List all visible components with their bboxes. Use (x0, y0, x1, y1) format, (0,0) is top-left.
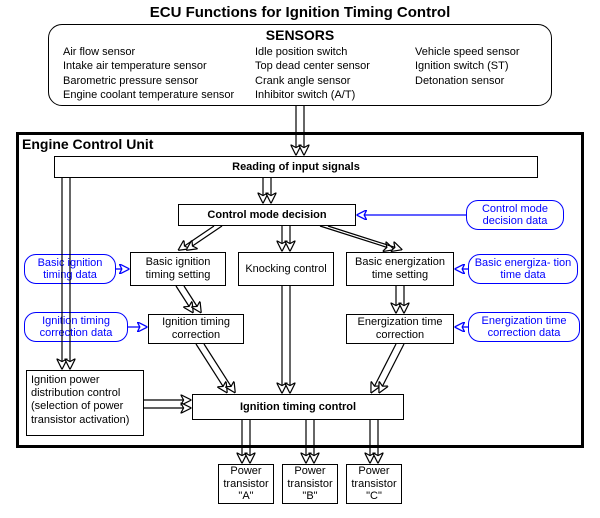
pill-energization-correction-data: Energization time correction data (468, 312, 580, 342)
node-pt-c: Power transistor "C" (346, 464, 402, 504)
node-basic-energization: Basic energization time setting (346, 252, 454, 286)
sensor-item: Detonation sensor (415, 74, 539, 88)
ecu-label: Engine Control Unit (22, 136, 153, 152)
sensor-item: Engine coolant temperature sensor (63, 88, 255, 102)
sensor-item: Idle position switch (255, 45, 415, 59)
node-ignition-control: Ignition timing control (192, 394, 404, 420)
sensor-item: Ignition switch (ST) (415, 59, 539, 73)
node-control-mode: Control mode decision (178, 204, 356, 226)
pill-ignition-correction-data: Ignition timing correction data (24, 312, 128, 342)
sensor-item: Intake air temperature sensor (63, 59, 255, 73)
sensors-columns: Air flow sensor Intake air temperature s… (49, 43, 551, 110)
sensors-box: SENSORS Air flow sensor Intake air tempe… (48, 24, 552, 106)
sensor-item: Air flow sensor (63, 45, 255, 59)
node-ignition-correction: Ignition timing correction (148, 314, 244, 344)
node-pt-a: Power transistor "A" (218, 464, 274, 504)
node-pt-b: Power transistor "B" (282, 464, 338, 504)
sensor-item: Top dead center sensor (255, 59, 415, 73)
pill-basic-energization-data: Basic energiza- tion time data (468, 254, 578, 284)
pill-basic-ignition-data: Basic ignition timing data (24, 254, 116, 284)
sensor-item: Vehicle speed sensor (415, 45, 539, 59)
node-knocking: Knocking control (238, 252, 334, 286)
sensor-item: Inhibitor switch (A/T) (255, 88, 415, 102)
node-basic-ignition: Basic ignition timing setting (130, 252, 226, 286)
node-distribution-control: Ignition power distribution control (sel… (26, 370, 144, 436)
node-energization-correction: Energization time correction (346, 314, 454, 344)
pill-control-mode-data: Control mode decision data (466, 200, 564, 230)
sensor-item: Barometric pressure sensor (63, 74, 255, 88)
sensor-item: Crank angle sensor (255, 74, 415, 88)
sensors-heading: SENSORS (49, 27, 551, 43)
page-title: ECU Functions for Ignition Timing Contro… (0, 4, 600, 21)
node-reading: Reading of input signals (54, 156, 538, 178)
